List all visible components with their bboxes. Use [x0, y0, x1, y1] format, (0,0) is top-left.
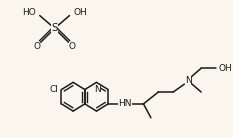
Text: N: N — [185, 76, 192, 85]
Text: HN: HN — [118, 99, 132, 108]
Text: OH: OH — [73, 8, 87, 17]
Text: S: S — [51, 23, 58, 33]
Text: Cl: Cl — [50, 85, 59, 94]
Text: O: O — [69, 42, 76, 51]
Text: OH: OH — [219, 64, 233, 73]
Text: N: N — [94, 85, 101, 94]
Text: HO: HO — [22, 8, 36, 17]
Text: O: O — [34, 42, 41, 51]
